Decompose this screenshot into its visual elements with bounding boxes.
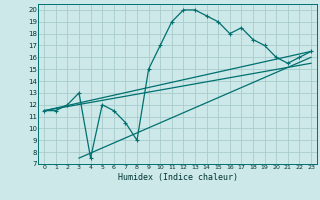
X-axis label: Humidex (Indice chaleur): Humidex (Indice chaleur) [118,173,238,182]
